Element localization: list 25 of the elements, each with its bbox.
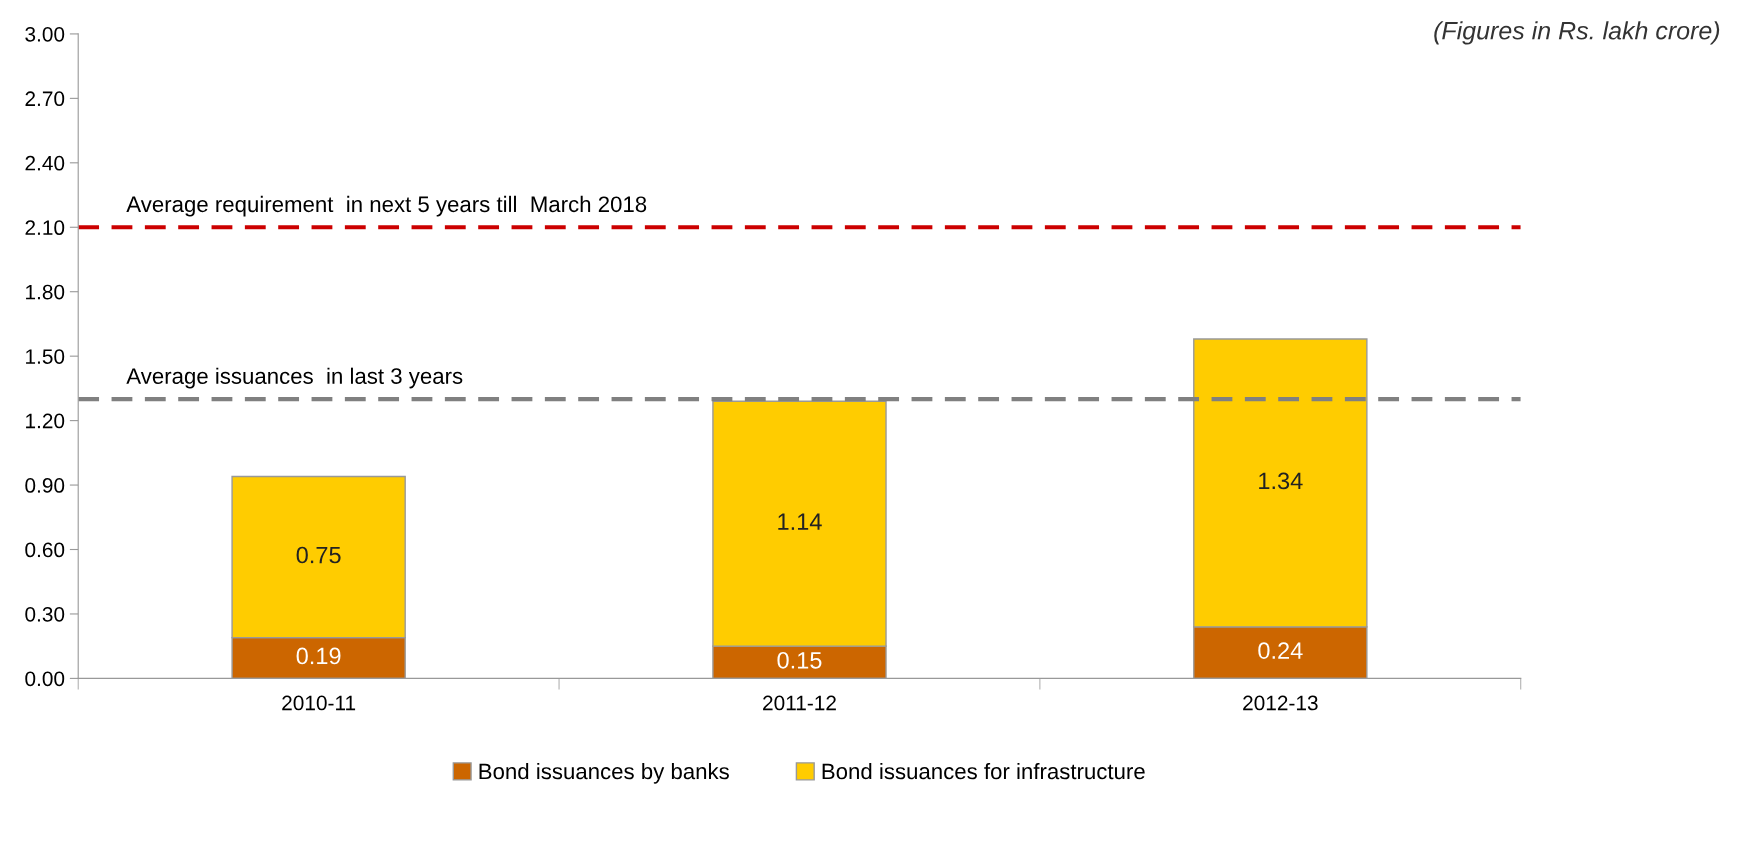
data-label: 1.34 xyxy=(1259,472,1303,490)
y-tick-label: 0.90 xyxy=(25,478,65,493)
data-label: 1.14 xyxy=(778,513,822,530)
x-tick-label: 2010-11 xyxy=(282,695,356,711)
y-tick-label: 0.30 xyxy=(25,606,65,622)
annotation: (Figures in Rs. lakh crore) xyxy=(1434,21,1720,45)
data-label: 0.19 xyxy=(296,647,341,665)
ref-line-label: Average requirement in next 5 years till March 2018 xyxy=(126,195,647,217)
y-tick-label: 2.10 xyxy=(25,220,65,236)
ref-line-label: Average issuances in last 3 years xyxy=(126,367,463,389)
y-tick-label: 0.00 xyxy=(25,671,65,687)
data-label: 0.24 xyxy=(1258,642,1303,659)
y-tick-label: 3.00 xyxy=(25,26,65,42)
y-tick-label: 2.40 xyxy=(25,155,65,171)
data-label: 0.75 xyxy=(296,546,341,564)
data-label: 0.15 xyxy=(777,651,822,669)
y-tick-label: 2.70 xyxy=(25,91,65,107)
legend-label: Bond issuances by banks xyxy=(479,762,729,784)
y-tick-label: 1.50 xyxy=(26,349,65,364)
y-tick-label: 1.80 xyxy=(26,284,65,300)
legend-label: Bond issuances for infrastructure xyxy=(822,762,1145,780)
y-tick-label: 0.60 xyxy=(25,542,65,558)
x-tick-label: 2011-12 xyxy=(763,695,836,711)
y-tick-label: 1.20 xyxy=(26,413,65,429)
x-tick-label: 2012-13 xyxy=(1243,695,1318,711)
